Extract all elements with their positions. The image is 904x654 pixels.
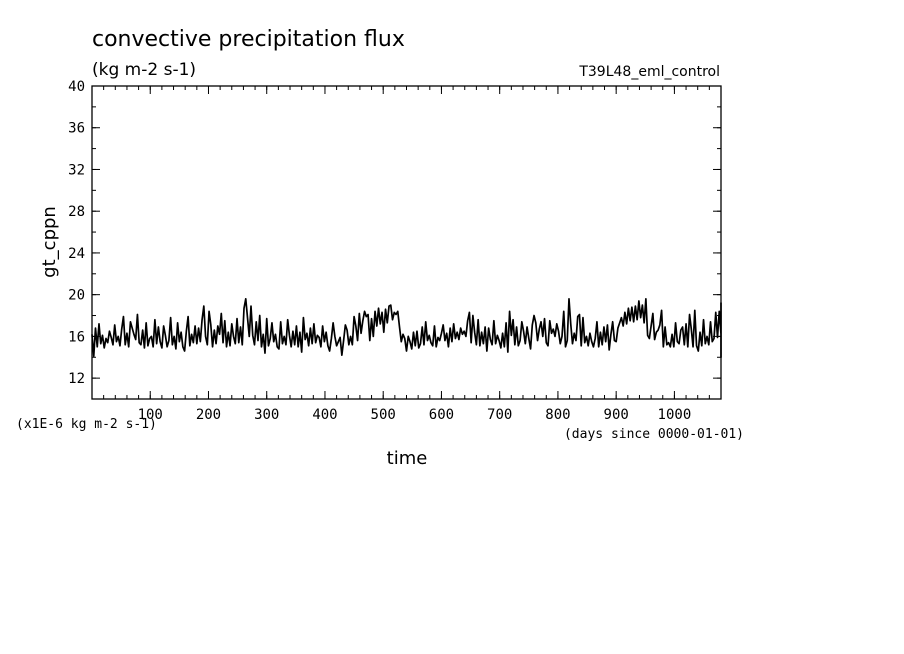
y-tick-label: 40: [68, 79, 85, 95]
x-tick-label: 600: [429, 407, 454, 423]
x-tick-label: 500: [371, 407, 396, 423]
x-tick-label: 900: [604, 407, 629, 423]
x-unit-note: (days since 0000-01-01): [564, 427, 744, 442]
chart-subtitle: (kg m-2 s-1): [92, 60, 196, 80]
x-tick-label: 800: [545, 407, 570, 423]
chart-title: convective precipitation flux: [92, 27, 405, 52]
y-tick-label: 12: [68, 371, 85, 387]
axis-ticks: [92, 85, 721, 400]
y-tick-label: 36: [68, 121, 85, 137]
x-tick-label: 1000: [658, 407, 692, 423]
y-tick-label: 32: [68, 162, 85, 178]
plot-frame: [91, 85, 722, 400]
x-axis-label: time: [387, 448, 428, 469]
run-label: T39L48_eml_control: [578, 64, 720, 80]
y-axis-label: gt_cppn: [39, 206, 60, 278]
y-tick-label: 28: [68, 204, 85, 220]
x-tick-label: 300: [254, 407, 279, 423]
y-tick-labels: 12 16 20 24 28 32 36 40: [68, 79, 85, 387]
y-scale-note: (x1E-6 kg m-2 s-1): [16, 417, 157, 432]
y-tick-label: 16: [68, 329, 85, 345]
y-tick-label: 20: [68, 288, 85, 304]
x-tick-label: 100: [138, 407, 163, 423]
x-tick-label: 400: [312, 407, 337, 423]
series-line-gt-cppn: [91, 297, 722, 359]
x-tick-label: 700: [487, 407, 512, 423]
y-tick-label: 24: [68, 246, 85, 262]
x-tick-labels: 100 200 300 400 500 600 700 800 900 1000: [138, 407, 692, 423]
x-tick-label: 200: [196, 407, 221, 423]
